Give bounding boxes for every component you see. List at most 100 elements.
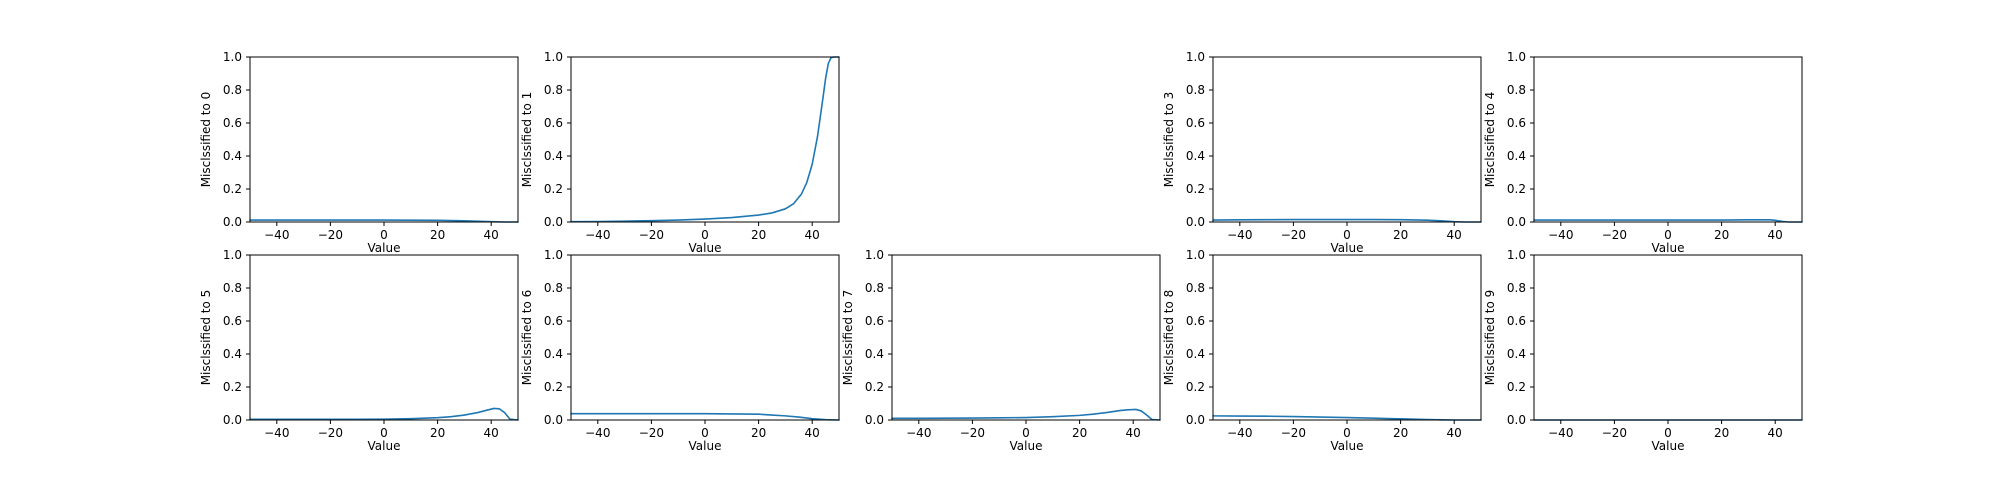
x-tick-label-9-0: −40 bbox=[1548, 426, 1573, 440]
x-axis-label-3: Value bbox=[1331, 241, 1364, 255]
y-tick-label-0-0: 0.0 bbox=[223, 215, 242, 229]
series-line-4 bbox=[1533, 219, 1803, 223]
y-axis-label-6: Misclssified to 6 bbox=[520, 290, 534, 386]
y-tick-label-5-1: 0.2 bbox=[223, 380, 242, 394]
x-tick-label-1-4: 40 bbox=[805, 228, 820, 242]
y-tick-label-6-2: 0.4 bbox=[544, 347, 563, 361]
y-tick-label-1-2: 0.4 bbox=[544, 149, 563, 163]
x-tick-label-6-0: −40 bbox=[585, 426, 610, 440]
x-tick-label-4-0: −40 bbox=[1548, 228, 1573, 242]
x-tick-label-8-3: 20 bbox=[1393, 426, 1408, 440]
x-axis-label-9: Value bbox=[1652, 439, 1685, 453]
y-tick-label-7-5: 1.0 bbox=[865, 248, 884, 262]
axes-frame-9 bbox=[1533, 254, 1803, 421]
y-tick-label-0-3: 0.6 bbox=[223, 116, 242, 130]
x-axis-label-1: Value bbox=[689, 241, 722, 255]
x-tick-label-7-2: 0 bbox=[1022, 426, 1030, 440]
series-line-5 bbox=[249, 407, 519, 421]
y-tick-label-5-5: 1.0 bbox=[223, 248, 242, 262]
y-tick-label-3-4: 0.8 bbox=[1186, 83, 1205, 97]
y-tick-label-7-0: 0.0 bbox=[865, 413, 884, 427]
x-tick-label-8-0: −40 bbox=[1227, 426, 1252, 440]
subplot-7: −40 −20 0 20 40 0.0 0.2 0.4 0.6 0.8 1.0 Value Miscls… bbox=[841, 248, 1161, 453]
y-tick-label-4-0: 0.0 bbox=[1507, 215, 1526, 229]
axes-frame-8 bbox=[1212, 254, 1482, 421]
y-tick-label-0-2: 0.4 bbox=[223, 149, 242, 163]
y-axis-label-4: Misclssified to 4 bbox=[1483, 92, 1497, 188]
y-tick-label-9-4: 0.8 bbox=[1507, 281, 1526, 295]
series-line-8 bbox=[1212, 415, 1482, 421]
y-tick-label-1-1: 0.2 bbox=[544, 182, 563, 196]
subplot-1: −40 −20 0 20 40 0.0 0.2 0.4 0.6 0.8 1.0 Value Miscls… bbox=[520, 50, 840, 255]
y-tick-label-9-3: 0.6 bbox=[1507, 314, 1526, 328]
y-axis-label-3: Misclssified to 3 bbox=[1162, 92, 1176, 188]
y-tick-label-8-0: 0.0 bbox=[1186, 413, 1205, 427]
x-tick-label-0-1: −20 bbox=[318, 228, 343, 242]
subplot-0: −40 −20 0 20 40 0.0 0.2 0.4 0.6 0.8 1.0 Value Miscls… bbox=[199, 50, 519, 255]
subplot-9: −40 −20 0 20 40 0.0 0.2 0.4 0.6 0.8 1.0 Value Miscls… bbox=[1483, 248, 1803, 453]
x-tick-label-9-1: −20 bbox=[1602, 426, 1627, 440]
series-line-7 bbox=[891, 408, 1161, 421]
y-tick-label-4-5: 1.0 bbox=[1507, 50, 1526, 64]
x-tick-label-8-2: 0 bbox=[1343, 426, 1351, 440]
x-axis-label-7: Value bbox=[1010, 439, 1043, 453]
x-tick-label-3-3: 20 bbox=[1393, 228, 1408, 242]
y-tick-label-7-4: 0.8 bbox=[865, 281, 884, 295]
subplot-4: −40 −20 0 20 40 0.0 0.2 0.4 0.6 0.8 1.0 Value Miscls… bbox=[1483, 50, 1803, 255]
x-tick-label-5-4: 40 bbox=[484, 426, 499, 440]
x-tick-label-5-2: 0 bbox=[380, 426, 388, 440]
x-tick-label-9-4: 40 bbox=[1768, 426, 1783, 440]
y-tick-label-8-4: 0.8 bbox=[1186, 281, 1205, 295]
y-tick-label-7-1: 0.2 bbox=[865, 380, 884, 394]
y-tick-label-5-4: 0.8 bbox=[223, 281, 242, 295]
y-tick-label-8-2: 0.4 bbox=[1186, 347, 1205, 361]
y-tick-label-9-2: 0.4 bbox=[1507, 347, 1526, 361]
x-tick-label-1-3: 20 bbox=[751, 228, 766, 242]
axes-frame-6 bbox=[570, 254, 840, 421]
y-tick-label-7-2: 0.4 bbox=[865, 347, 884, 361]
x-tick-label-1-0: −40 bbox=[585, 228, 610, 242]
x-tick-label-9-3: 20 bbox=[1714, 426, 1729, 440]
y-tick-label-3-0: 0.0 bbox=[1186, 215, 1205, 229]
subplot-3: −40 −20 0 20 40 0.0 0.2 0.4 0.6 0.8 1.0 Value Miscls… bbox=[1162, 50, 1482, 255]
y-tick-label-1-3: 0.6 bbox=[544, 116, 563, 130]
y-tick-label-4-1: 0.2 bbox=[1507, 182, 1526, 196]
series-line-1 bbox=[570, 56, 840, 223]
x-tick-label-1-2: 0 bbox=[701, 228, 709, 242]
x-axis-label-6: Value bbox=[689, 439, 722, 453]
y-tick-label-0-4: 0.8 bbox=[223, 83, 242, 97]
y-tick-label-8-3: 0.6 bbox=[1186, 314, 1205, 328]
x-tick-label-6-3: 20 bbox=[751, 426, 766, 440]
x-tick-label-0-2: 0 bbox=[380, 228, 388, 242]
x-tick-label-7-1: −20 bbox=[960, 426, 985, 440]
x-tick-label-7-3: 20 bbox=[1072, 426, 1087, 440]
y-axis-label-7: Misclssified to 7 bbox=[841, 290, 855, 386]
x-axis-label-4: Value bbox=[1652, 241, 1685, 255]
x-tick-label-5-1: −20 bbox=[318, 426, 343, 440]
y-axis-label-9: Misclssified to 9 bbox=[1483, 290, 1497, 386]
x-tick-label-4-1: −20 bbox=[1602, 228, 1627, 242]
x-tick-label-3-1: −20 bbox=[1281, 228, 1306, 242]
y-tick-label-6-4: 0.8 bbox=[544, 281, 563, 295]
y-tick-label-1-5: 1.0 bbox=[544, 50, 563, 64]
y-tick-label-9-5: 1.0 bbox=[1507, 248, 1526, 262]
y-tick-label-8-5: 1.0 bbox=[1186, 248, 1205, 262]
y-axis-label-1: Misclssified to 1 bbox=[520, 92, 534, 188]
axes-frame-4 bbox=[1533, 56, 1803, 223]
y-tick-label-5-2: 0.4 bbox=[223, 347, 242, 361]
x-tick-label-3-2: 0 bbox=[1343, 228, 1351, 242]
x-tick-label-7-4: 40 bbox=[1126, 426, 1141, 440]
axes-frame-0 bbox=[249, 56, 519, 223]
axes-frame-5 bbox=[249, 254, 519, 421]
x-tick-label-6-2: 0 bbox=[701, 426, 709, 440]
y-tick-label-8-1: 0.2 bbox=[1186, 380, 1205, 394]
subplot-6: −40 −20 0 20 40 0.0 0.2 0.4 0.6 0.8 1.0 Value Miscls… bbox=[520, 248, 840, 453]
y-axis-label-0: Misclssified to 0 bbox=[199, 92, 213, 188]
subplot-5: −40 −20 0 20 40 0.0 0.2 0.4 0.6 0.8 1.0 Value Miscls… bbox=[199, 248, 519, 453]
x-tick-label-4-2: 0 bbox=[1664, 228, 1672, 242]
x-axis-label-5: Value bbox=[368, 439, 401, 453]
x-tick-label-9-2: 0 bbox=[1664, 426, 1672, 440]
y-tick-label-4-4: 0.8 bbox=[1507, 83, 1526, 97]
y-tick-label-9-0: 0.0 bbox=[1507, 413, 1526, 427]
